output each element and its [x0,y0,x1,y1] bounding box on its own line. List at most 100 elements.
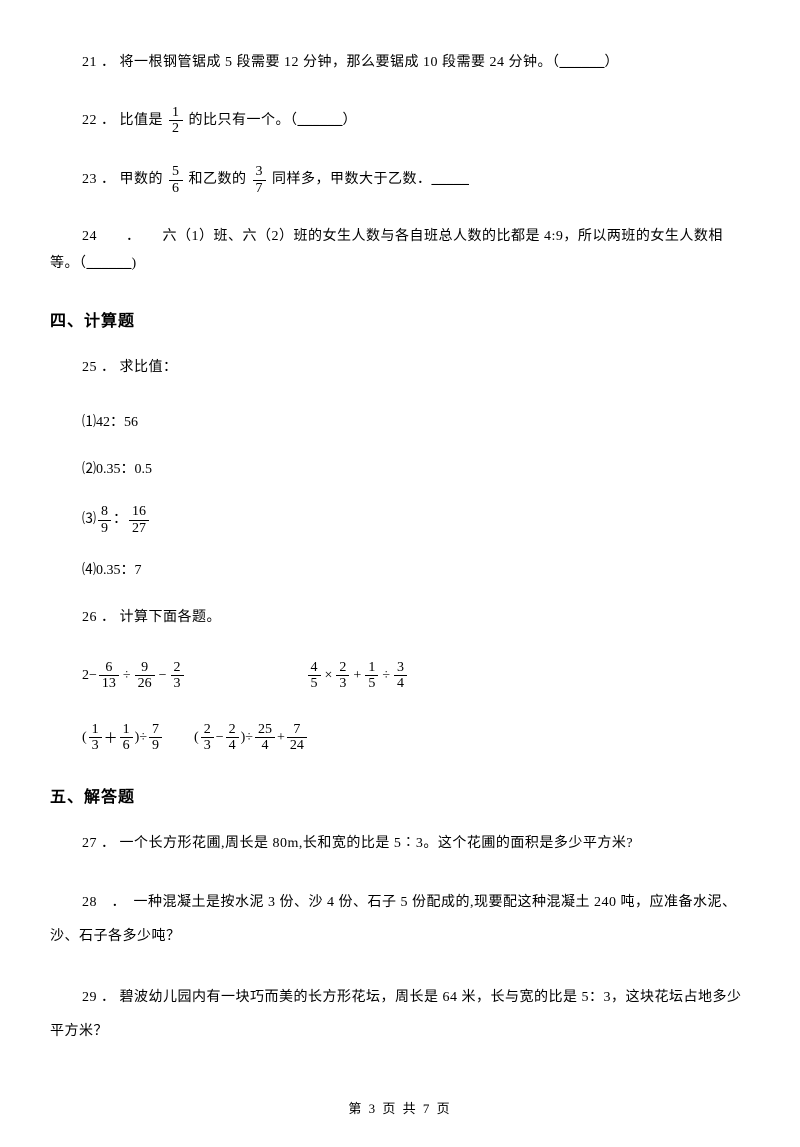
q28-gap2 [119,895,134,910]
question-21: 21 ． 将一根钢管锯成 5 段需要 12 分钟，那么要锯成 10 段需要 24… [50,50,750,77]
c2-f4n: 3 [394,660,407,676]
c2-op1: × [325,668,333,684]
q27-dot: ． [101,836,116,851]
q29-num: 29 [50,990,97,1005]
q24-num: 24 [50,229,97,244]
c2-f4d: 4 [394,676,407,691]
question-25: 25 ． 求比值： [50,355,750,382]
section-4-title: 四、计算题 [50,307,750,331]
c2-f3: 15 [365,660,378,692]
q25-dot: ． [101,360,116,375]
q21-close: ） [605,55,620,70]
c1-f2d: 26 [135,676,155,691]
q22-close: ） [343,113,358,128]
q27-num: 27 [82,836,97,851]
c4-f4: 724 [287,722,307,754]
c1-f3d: 3 [171,676,184,691]
q29-text: 碧波幼儿园内有一块巧而美的长方形花坛，周长是 64 米，长与宽的比是 5：3，这… [50,990,742,1039]
c3-lp: ( [82,730,87,746]
c1-f2: 926 [135,660,155,692]
q21-blank: ______ [560,55,605,70]
c3-f1d: 3 [89,738,102,753]
q23-num: 23 [82,172,97,187]
q23-frac2: 37 [253,164,267,196]
c2-f3d: 5 [365,676,378,691]
c3-f2d: 6 [120,738,133,753]
q25s3-col: ： [113,512,127,527]
c2-f1d: 5 [308,676,321,691]
c4-lp: ( [194,730,199,746]
c4-f3: 254 [255,722,275,754]
c4-f1: 23 [201,722,214,754]
q26-text: 计算下面各题。 [120,610,222,625]
c3-op2: ÷ [139,730,147,746]
c3-f3: 79 [149,722,162,754]
q29-dot: ． [101,990,116,1005]
question-27: 27 ． 一个长方形花圃,周长是 80m,长和宽的比是 5∶3。这个花圃的面积是… [50,831,750,858]
c3-f1: 13 [89,722,102,754]
c4-f4n: 7 [287,722,307,738]
q25s3-f2: 1627 [129,504,149,536]
q23-dot: ． [101,172,116,187]
c1-f3n: 2 [171,660,184,676]
q22-fraction: 12 [169,105,183,137]
q24-gap2 [134,229,163,244]
c3-f2: 16 [120,722,133,754]
c1-f2n: 9 [135,660,155,676]
q25-sub4: ⑷0.35：7 [50,558,750,583]
question-22: 22 ． 比值是 12 的比只有一个。（______） [50,105,750,137]
question-28: 28 ． 一种混凝土是按水泥 3 份、沙 4 份、石子 5 份配成的,现要配这种… [50,886,750,953]
c2-f2d: 3 [336,676,349,691]
q25-sub1: ⑴42：56 [50,410,750,435]
calc-expr-2: 45×23+15÷34 [306,660,410,692]
c2-f4: 34 [394,660,407,692]
c1-f3: 23 [171,660,184,692]
c4-f3d: 4 [255,738,275,753]
c2-f1: 45 [308,660,321,692]
calc-row-2: (13 ＋ 16) ÷ 79 (23 − 24) ÷ 254 + 724 [50,722,750,754]
q24-blank: ______ [87,256,132,271]
q25s3-f1: 89 [98,504,111,536]
q22-post: 的比只有一个。（ [185,113,298,128]
q23-f2n: 3 [253,164,267,180]
c4-f2n: 2 [226,722,239,738]
q23-pre: 甲数的 [120,172,168,187]
q25s3-f1d: 9 [98,521,111,536]
question-24: 24 ． 六（1）班、六（2）班的女生人数与各自班总人数的比都是 4:9，所以两… [50,224,750,277]
q23-post: 同样多，甲数大于乙数． [268,172,432,187]
q25-num: 25 [82,360,97,375]
c3-f1n: 1 [89,722,102,738]
q23-f1d: 6 [169,181,183,196]
c3-f3d: 9 [149,738,162,753]
q27-text: 一个长方形花圃,周长是 80m,长和宽的比是 5∶3。这个花圃的面积是多少平方米… [120,836,634,851]
c2-op2: + [353,668,361,684]
c4-f1n: 2 [201,722,214,738]
q28-text: 一种混凝土是按水泥 3 份、沙 4 份、石子 5 份配成的,现要配这种混凝土 2… [50,895,737,944]
c4-op1: − [216,730,224,746]
q21-num: 21 [82,55,97,70]
calc-expr-4: (23 − 24) ÷ 254 + 724 [194,722,309,754]
c3-f2n: 1 [120,722,133,738]
q22-dot: ． [101,113,116,128]
q23-f1n: 5 [169,164,183,180]
c4-f1d: 3 [201,738,214,753]
c4-f4d: 24 [287,738,307,753]
c4-op3: + [277,730,285,746]
c3-op1: ＋ [104,728,118,748]
question-26: 26 ． 计算下面各题。 [50,605,750,632]
q28-num: 28 [50,895,97,910]
c1-f1n: 6 [99,660,119,676]
q22-pre: 比值是 [120,113,168,128]
q23-f2d: 7 [253,181,267,196]
c4-f3n: 25 [255,722,275,738]
q22-frac-den: 2 [169,121,183,136]
c2-f2: 23 [336,660,349,692]
q24-close: ) [132,256,137,271]
q25s3-f1n: 8 [98,504,111,520]
q25-sub3: ⑶89：1627 [50,504,750,536]
q26-num: 26 [82,610,97,625]
q25s3-f2n: 16 [129,504,149,520]
q23-frac1: 56 [169,164,183,196]
q25s3-f2d: 27 [129,521,149,536]
c1-f1: 613 [99,660,119,692]
